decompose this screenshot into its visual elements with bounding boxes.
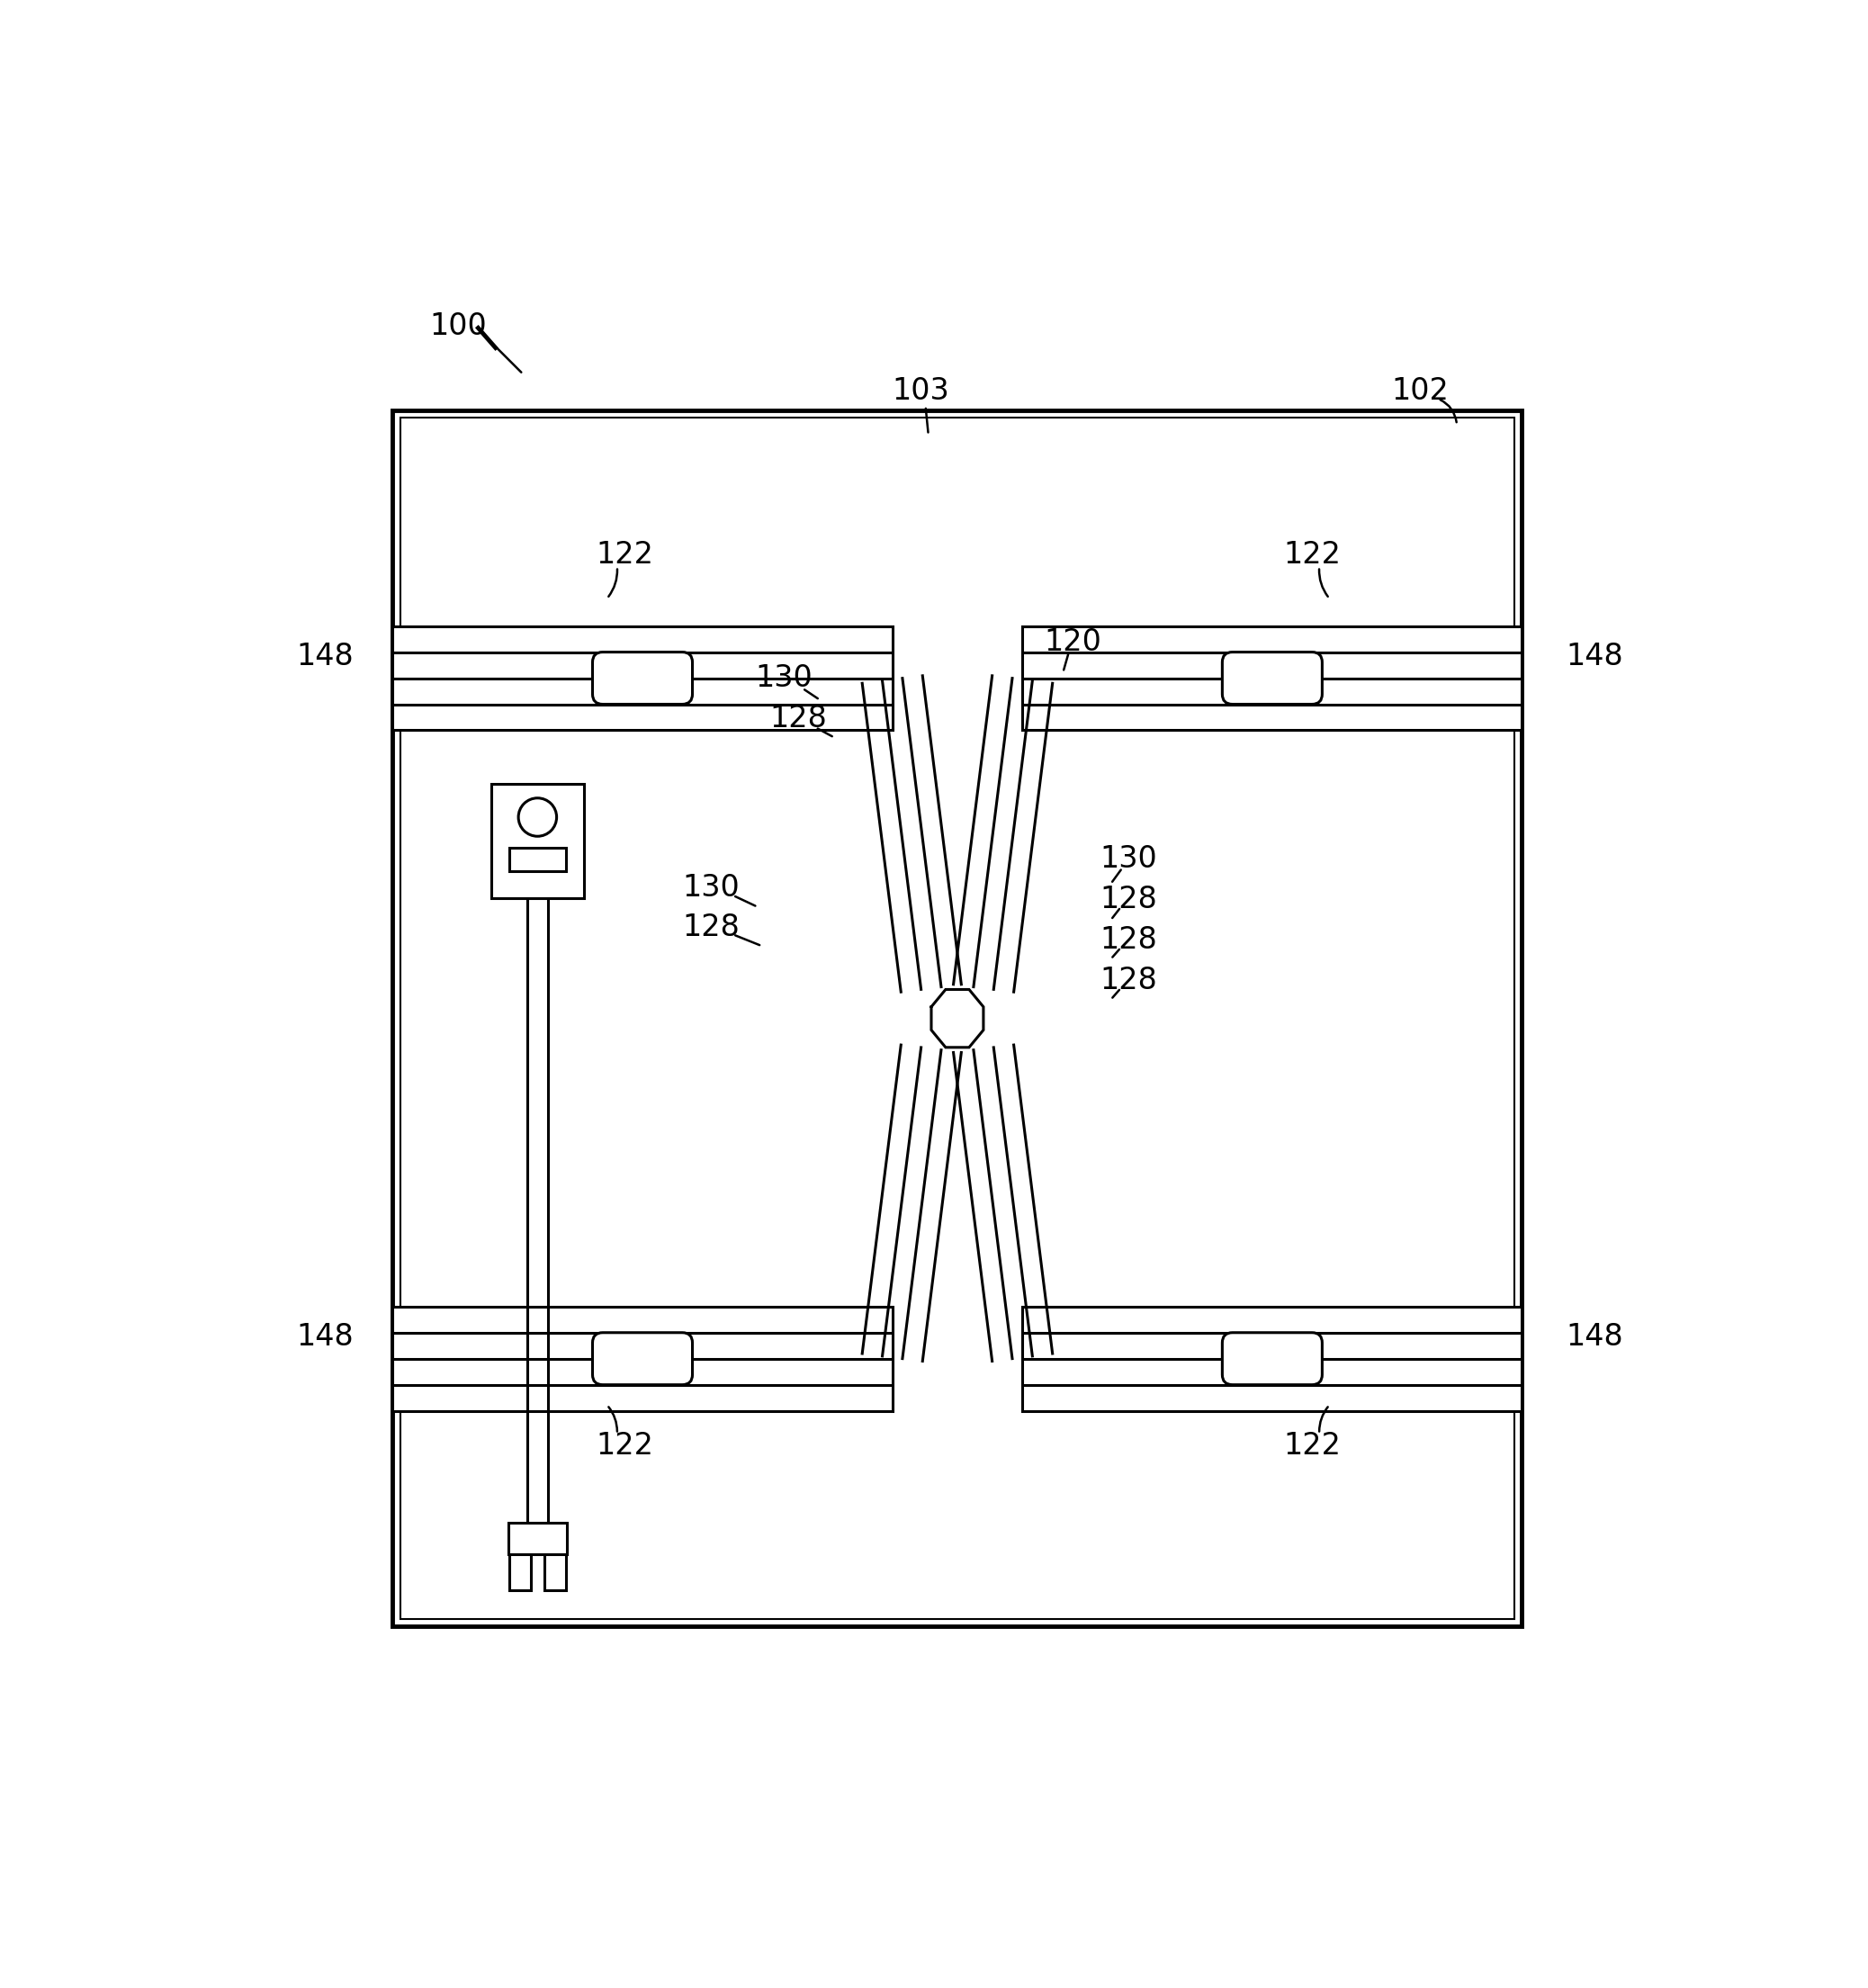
Text: 122: 122 (596, 1431, 654, 1461)
Text: 120: 120 (1044, 626, 1102, 656)
Text: 128: 128 (1100, 924, 1156, 954)
Text: 128: 128 (1100, 885, 1156, 914)
Text: 148: 148 (1565, 642, 1623, 672)
Polygon shape (932, 990, 983, 1048)
Bar (392, 410, 1522, 1626)
Text: 102: 102 (1392, 376, 1450, 406)
Text: 130: 130 (1100, 845, 1156, 875)
Bar (1022, 1306, 1522, 1411)
Bar (510, 1555, 531, 1590)
Bar (1022, 626, 1522, 730)
FancyBboxPatch shape (592, 1332, 693, 1386)
Bar (510, 847, 566, 871)
FancyBboxPatch shape (1222, 1332, 1323, 1386)
Text: 128: 128 (1100, 966, 1156, 996)
Text: 128: 128 (682, 912, 740, 942)
Text: 130: 130 (682, 873, 740, 903)
Bar (508, 1523, 566, 1555)
Text: 148: 148 (297, 1322, 353, 1352)
Text: 122: 122 (1283, 541, 1341, 571)
Bar (392, 626, 893, 730)
Bar (400, 417, 1515, 1620)
Bar (544, 1555, 566, 1590)
Bar (392, 1306, 893, 1411)
Text: 148: 148 (297, 642, 353, 672)
Text: 148: 148 (1565, 1322, 1623, 1352)
Text: 100: 100 (430, 312, 486, 342)
Circle shape (519, 797, 557, 837)
Text: 128: 128 (770, 704, 828, 734)
Text: 130: 130 (755, 664, 813, 694)
FancyBboxPatch shape (1222, 652, 1323, 704)
FancyBboxPatch shape (592, 652, 693, 704)
Text: 122: 122 (596, 541, 654, 571)
Text: 122: 122 (1283, 1431, 1341, 1461)
FancyBboxPatch shape (491, 783, 585, 899)
Text: 103: 103 (893, 376, 949, 406)
